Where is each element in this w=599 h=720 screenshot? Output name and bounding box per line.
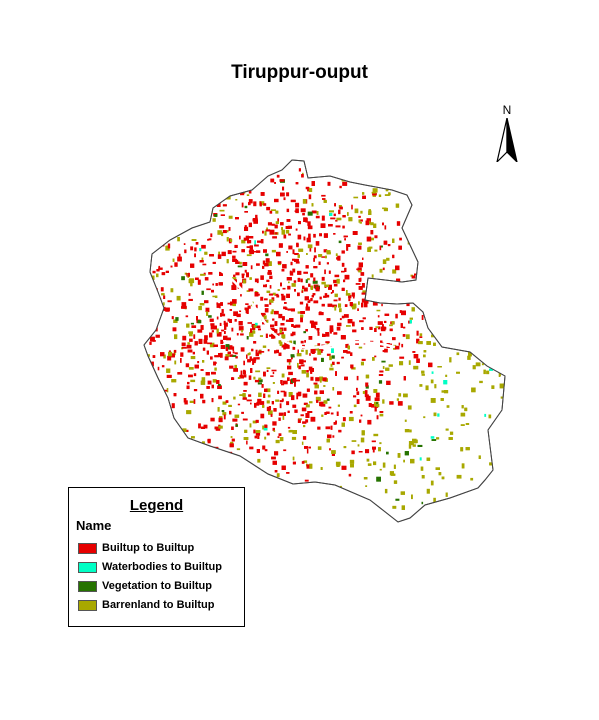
legend-label: Waterbodies to Builtup	[102, 561, 222, 573]
legend: Legend Name Builtup to Builtup Waterbodi…	[68, 487, 245, 627]
legend-title: Legend	[129, 497, 184, 514]
legend-field-name: Name	[76, 518, 112, 533]
legend-item-vegetation: Vegetation to Builtup	[78, 579, 212, 593]
river-line	[209, 263, 396, 350]
north-arrow-icon	[496, 118, 518, 162]
legend-swatch	[78, 599, 97, 611]
district-boundary	[143, 159, 506, 523]
north-arrow: N	[490, 103, 524, 163]
north-label: N	[502, 103, 512, 117]
legend-item-waterbodies: Waterbodies to Builtup	[78, 560, 222, 574]
legend-item-builtup: Builtup to Builtup	[78, 541, 194, 555]
legend-swatch	[78, 580, 97, 592]
legend-label: Builtup to Builtup	[102, 542, 195, 554]
district-outline	[143, 159, 506, 523]
legend-swatch	[78, 542, 97, 554]
legend-item-barrenland: Barrenland to Builtup	[78, 598, 214, 612]
legend-swatch	[78, 561, 97, 573]
legend-label: Barrenland to Builtup	[102, 599, 215, 611]
legend-label: Vegetation to Builtup	[102, 580, 212, 592]
map-title: Tiruppur-ouput	[231, 62, 368, 83]
